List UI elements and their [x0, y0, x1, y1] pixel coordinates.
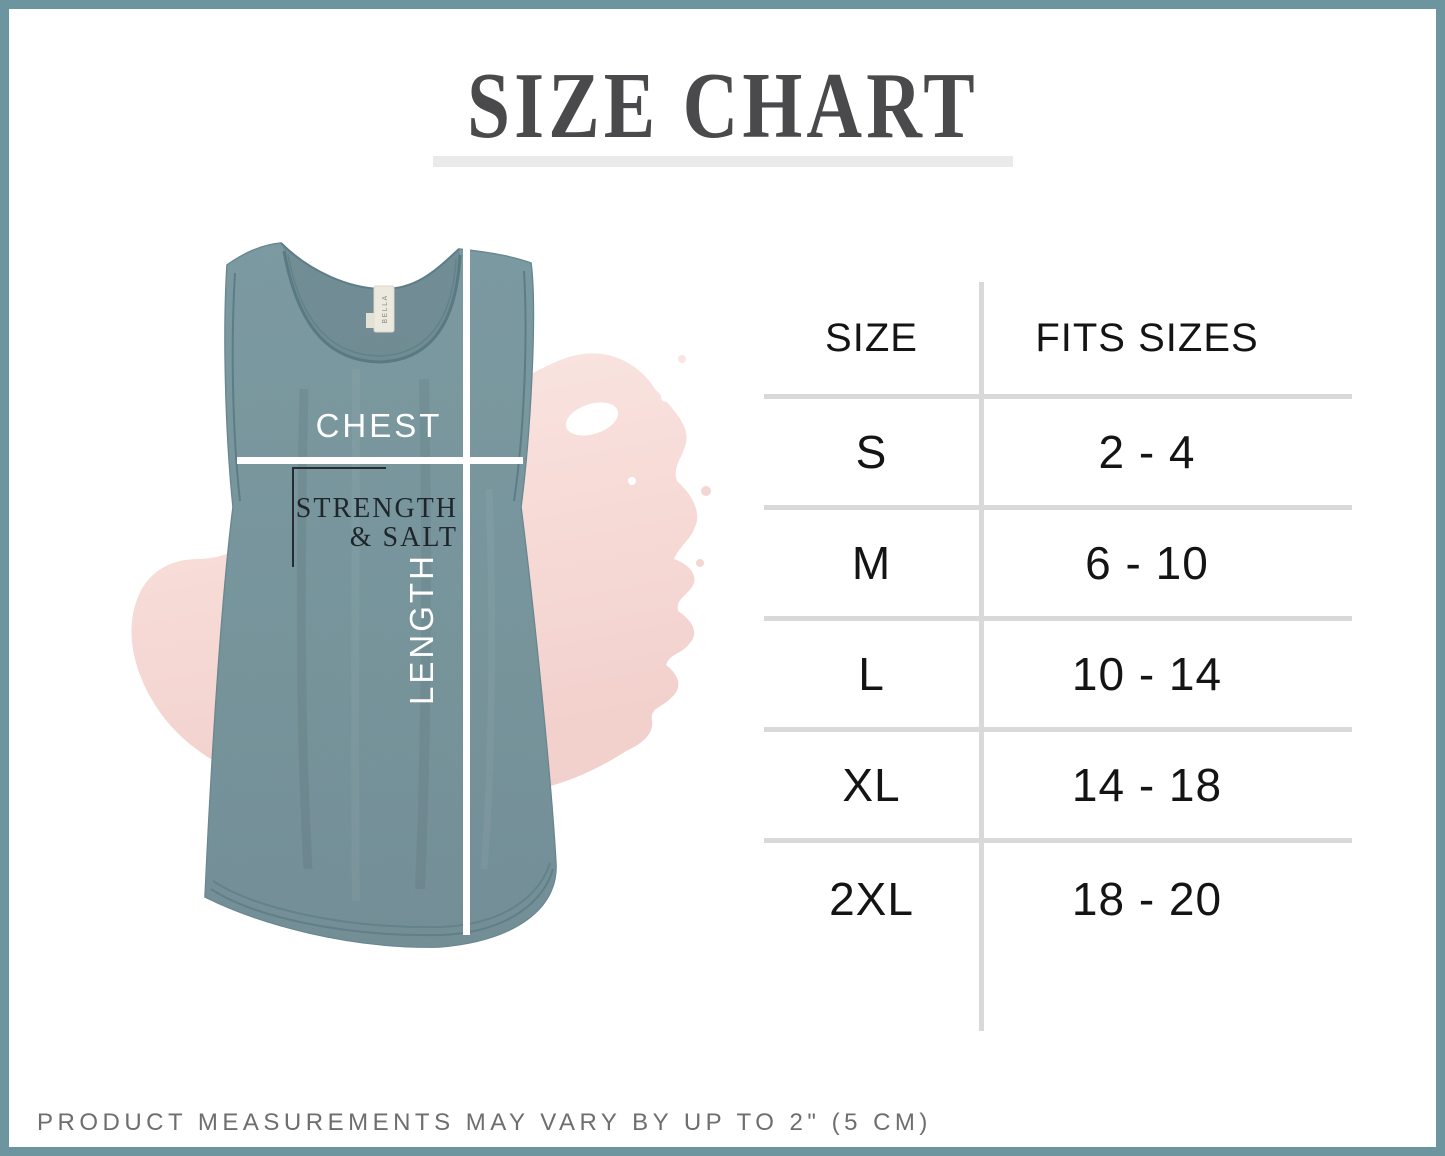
- chest-measure-line: [237, 457, 523, 464]
- cell-fits: 2 - 4: [1098, 426, 1196, 478]
- armhole-seam-right: [513, 270, 527, 502]
- logo-bracket: [292, 467, 386, 567]
- cell-fits: 10 - 14: [1071, 648, 1223, 700]
- splash-hole: [565, 402, 619, 436]
- header-fits-sizes: FITS SIZES: [1035, 315, 1259, 360]
- cell-fits: 14 - 18: [1071, 759, 1223, 811]
- splash-hole-dot: [661, 392, 671, 402]
- header-size: SIZE: [825, 315, 918, 360]
- cell-fits: 6 - 10: [1085, 537, 1209, 589]
- cell-size: M: [851, 537, 892, 589]
- footer-note: PRODUCT MEASUREMENTS MAY VARY BY UP TO 2…: [37, 1109, 932, 1136]
- hem-stitch-2: [212, 862, 551, 929]
- logo-line1: STRENGTH: [296, 493, 458, 524]
- cell-size: L: [858, 648, 885, 700]
- tank-top: BELLA STRENGTH & SALT: [204, 242, 557, 948]
- fold-line: [351, 368, 360, 902]
- table-row: XL 14 - 18: [764, 732, 1352, 843]
- table-row: S 2 - 4: [764, 399, 1352, 510]
- fold-line: [480, 488, 496, 870]
- front-scoop-seam: [282, 250, 462, 364]
- length-label: LENGTH: [403, 553, 440, 705]
- neck-tag-fold: [366, 313, 375, 328]
- table-header-row: SIZE FITS SIZES: [764, 282, 1352, 399]
- cell-size: S: [855, 426, 888, 478]
- cell-size: XL: [842, 759, 901, 811]
- front-scoop-seam-inner: [287, 254, 457, 357]
- cell-fits: 18 - 20: [1071, 873, 1223, 925]
- chest-label: CHEST: [316, 407, 443, 444]
- table-row: M 6 - 10: [764, 510, 1352, 621]
- title-underline: [433, 156, 1013, 167]
- splash-hole-dot: [150, 736, 160, 746]
- table-row: L 10 - 14: [764, 621, 1352, 732]
- neck-inside-shadow: [281, 243, 460, 362]
- splash-hole-dot: [628, 477, 636, 485]
- size-table: SIZE FITS SIZES S 2 - 4 M 6 - 10 L 10 - …: [764, 282, 1352, 1031]
- splash-satellite-dot: [696, 559, 704, 567]
- neck-tag: [373, 285, 395, 333]
- neck-tag-text: BELLA: [382, 294, 389, 323]
- fold-line: [415, 378, 432, 890]
- length-measure-line: [463, 245, 470, 935]
- page-title-wrap: SIZE CHART: [9, 59, 1436, 153]
- cell-size: 2XL: [829, 873, 914, 925]
- logo-line2: & SALT: [350, 522, 458, 553]
- armhole-seam-left: [231, 272, 241, 502]
- table-column-divider: [979, 282, 984, 1031]
- splash-satellite-dot: [678, 355, 686, 363]
- tank-top-graphic: BELLA STRENGTH & SALT CHEST LENGTH: [131, 242, 711, 948]
- table-row: 2XL 18 - 20: [764, 843, 1352, 955]
- splash-satellite-dot: [701, 486, 711, 496]
- page-title: SIZE CHART: [466, 54, 979, 158]
- hem-stitch-1: [210, 868, 554, 937]
